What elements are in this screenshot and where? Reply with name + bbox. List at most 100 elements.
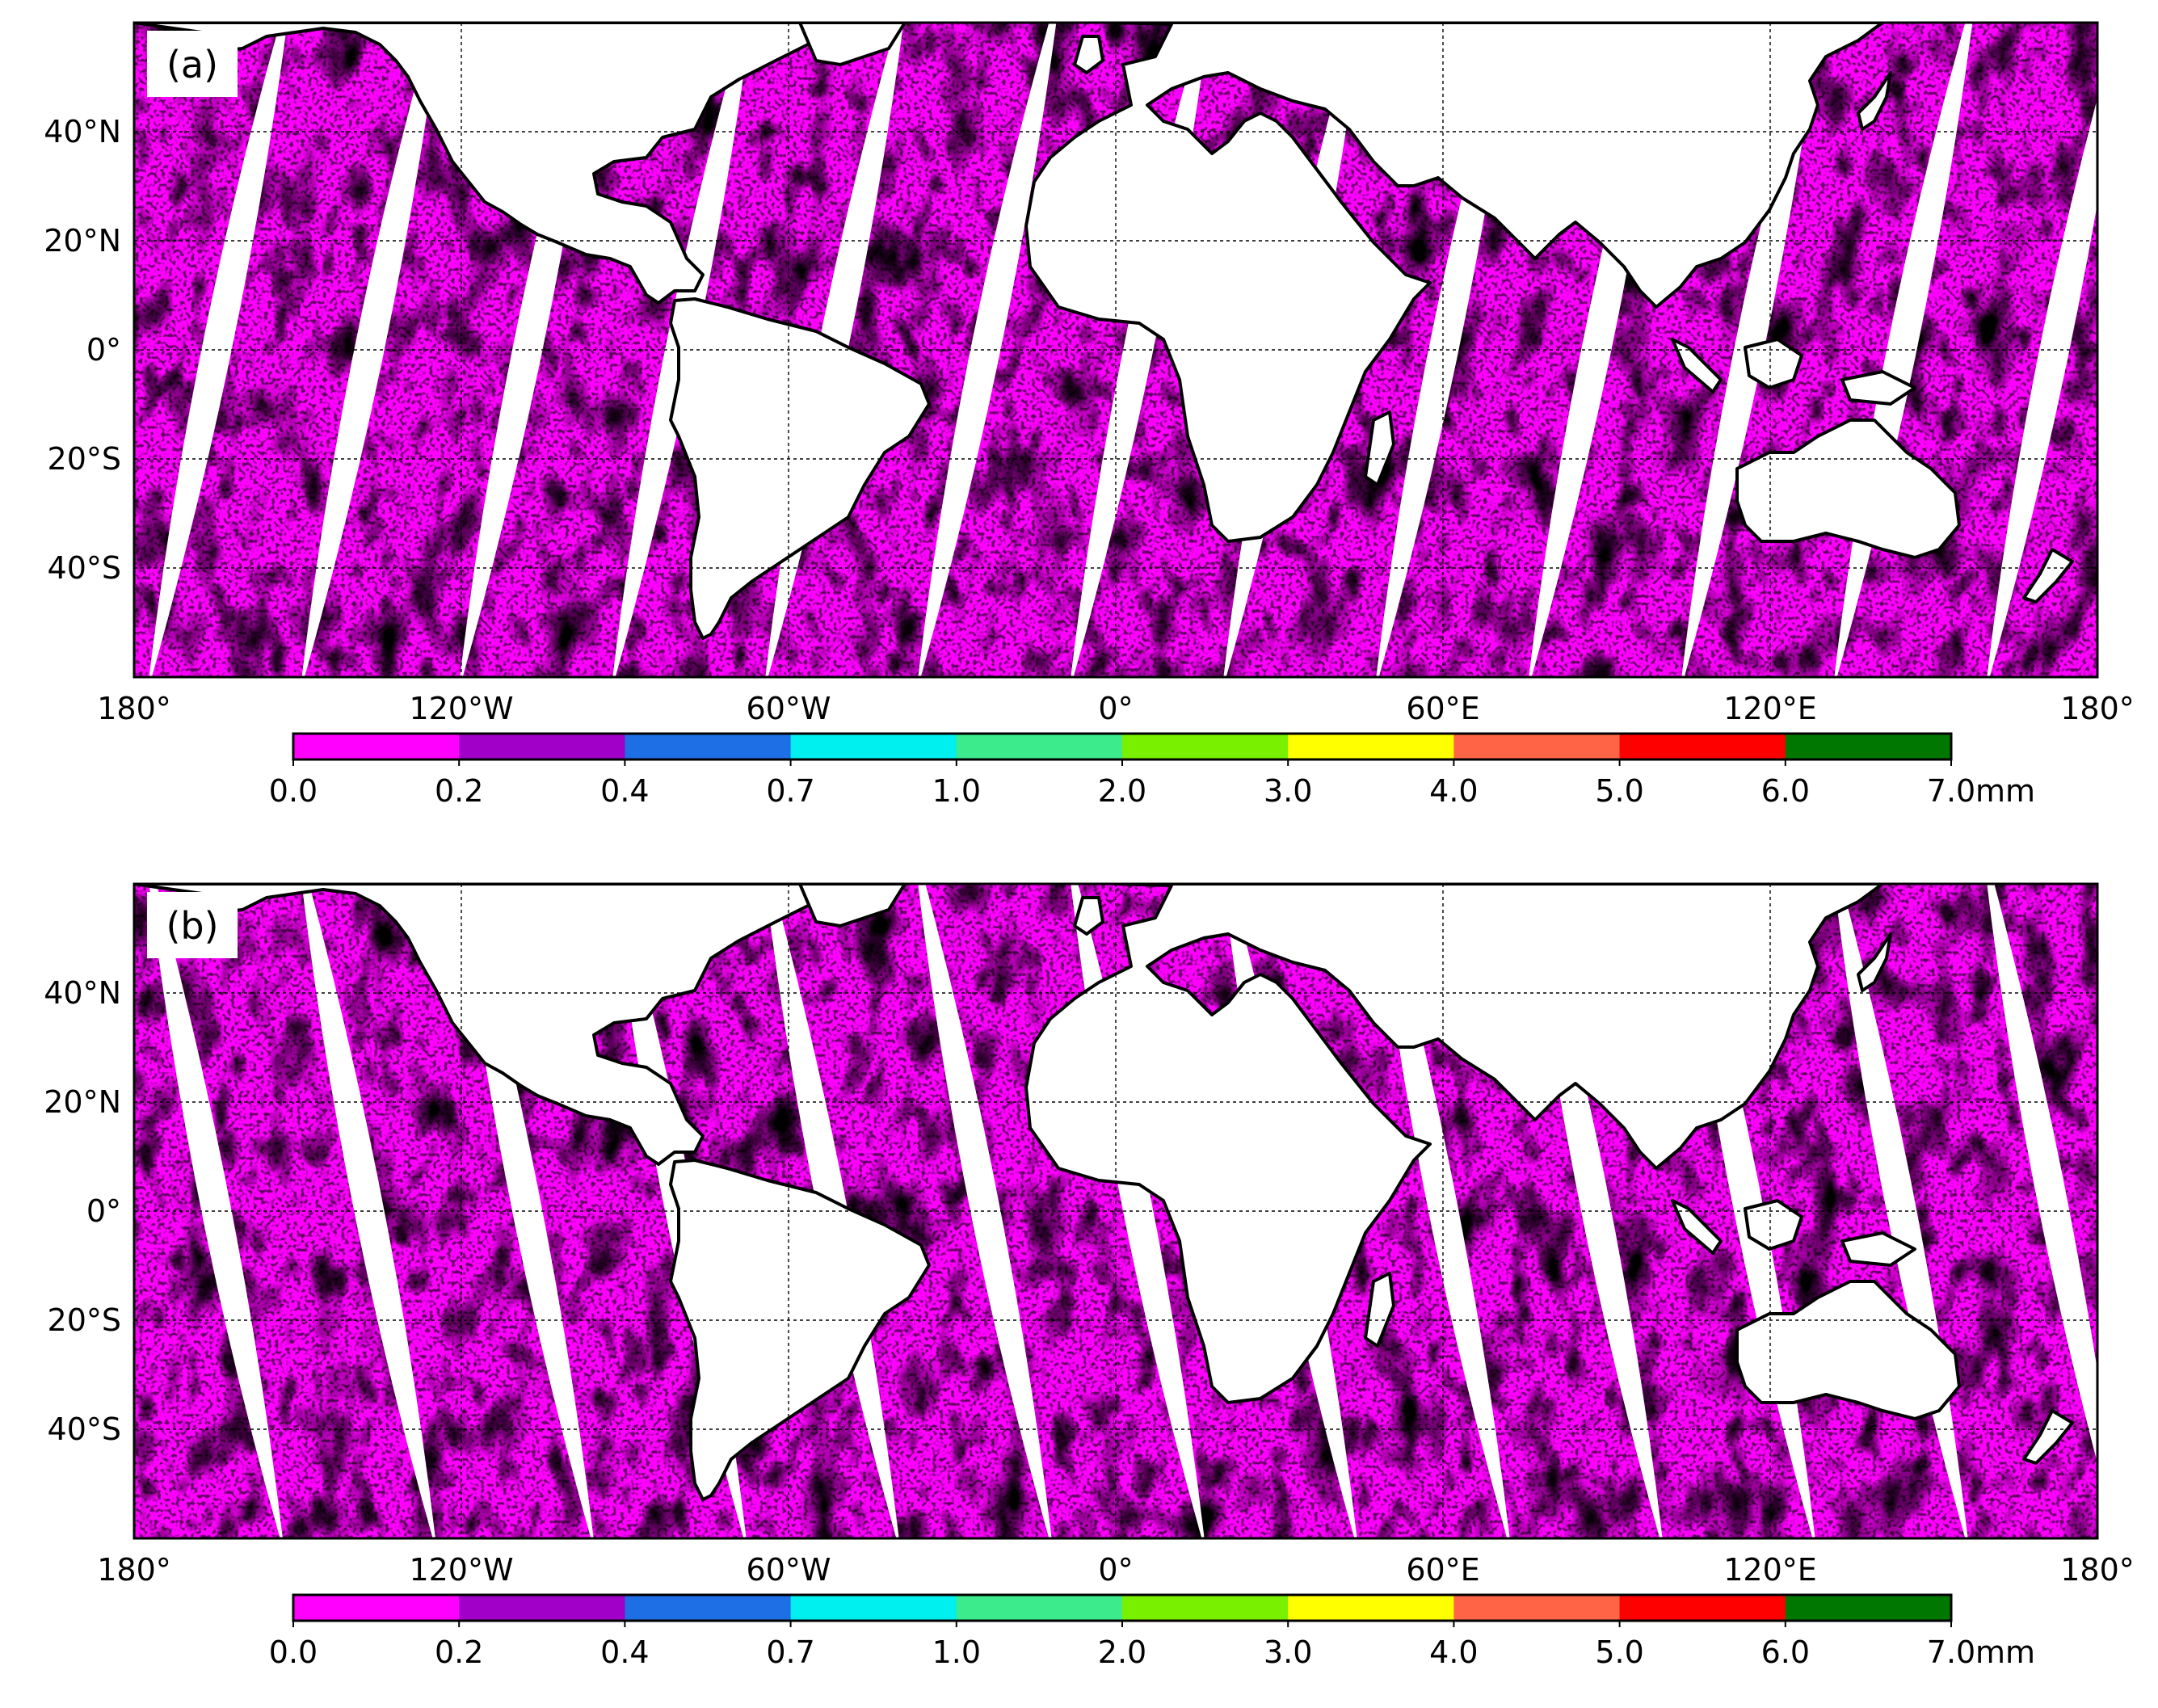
swath-gap: [1987, 98, 2097, 677]
longitude-tick-label: 120°E: [1723, 1552, 1817, 1588]
new-zealand-b: [2022, 1409, 2074, 1465]
longitude-tick-label: 60°W: [747, 1552, 831, 1588]
panel-label-a-text: (a): [166, 43, 218, 86]
latitude-tick-label: 40°S: [48, 550, 121, 586]
map-frame-b: [133, 882, 2099, 1540]
north-america: [134, 23, 818, 305]
latitude-labels-a: 40°N 20°N 0° 20°S 40°S: [44, 114, 121, 586]
colorbar-tick-label: 0.4: [600, 773, 649, 809]
australia-b: [1735, 1280, 1961, 1420]
madagascar: [1364, 410, 1395, 486]
colorbar-segment: [956, 1595, 1123, 1621]
latitude-labels-b: 40°N 20°N 0° 20°S 40°S: [44, 975, 121, 1447]
longitude-tick-label: 180°: [2060, 1552, 2135, 1588]
swath-gap: [149, 884, 283, 1538]
longitude-labels-a: 180° 120°W 60°W 0° 60°E 120°E 180°: [97, 691, 2135, 726]
colorbar-segment: [293, 1595, 460, 1621]
latitude-tick-label: 20°N: [44, 223, 121, 259]
latitude-tick-label: 40°S: [48, 1411, 121, 1447]
swath-gap: [1987, 884, 2097, 1463]
japan: [1857, 71, 1892, 131]
europe-africa-asia: [1024, 23, 1884, 543]
colorbar-tick-label: 4.0: [1429, 1634, 1478, 1670]
colorbar-segment: [459, 734, 625, 759]
longitude-tick-label: 180°: [97, 691, 171, 726]
colorbar-segment: [1785, 734, 1952, 759]
colorbar-tick-label: 6.0: [1761, 773, 1810, 809]
swath-gap: [301, 23, 440, 677]
borneo-b: [1744, 1199, 1803, 1251]
gridlines-a: [134, 23, 2097, 677]
colorbar-segment: [1619, 734, 1786, 759]
longitude-tick-label: 120°E: [1723, 691, 1817, 726]
latitude-tick-label: 40°N: [44, 975, 121, 1011]
colorbar-tick-label: 0.2: [435, 1634, 483, 1670]
latitude-tick-label: 20°S: [48, 441, 121, 477]
latitude-tick-label: 0°: [86, 1193, 121, 1229]
longitude-tick-label: 120°W: [409, 691, 513, 726]
colorbar-segment: [625, 1595, 792, 1621]
continents-b: [134, 884, 2074, 1501]
colorbar-tick-label: 7.0: [1927, 1634, 1975, 1670]
colorbar-tick-label: 5.0: [1595, 1634, 1643, 1670]
britain: [1073, 35, 1104, 74]
map-panel-b: (b) 40°N 20°N 0° 20°S 40°S 180° 120°W 60°W 0° 60…: [44, 882, 2135, 1670]
panel-label-b: (b): [147, 892, 238, 958]
europe-africa-asia-b: [1024, 884, 1884, 1404]
panel-label-b-text: (b): [166, 904, 218, 948]
new-guinea: [1840, 370, 1916, 406]
longitude-tick-label: 0°: [1098, 691, 1133, 726]
longitude-tick-label: 60°E: [1406, 691, 1479, 726]
north-america-b: [134, 884, 818, 1166]
colorbar-tick-label: 0.0: [269, 1634, 318, 1670]
longitude-labels-b: 180° 120°W 60°W 0° 60°E 120°E 180°: [97, 1552, 2135, 1588]
new-zealand: [2022, 548, 2074, 604]
colorbar-unit: mm: [1975, 1634, 2035, 1670]
colorbar-segment: [459, 1595, 625, 1621]
madagascar-b: [1364, 1272, 1395, 1348]
colorbar-segment: [625, 734, 792, 759]
longitude-tick-label: 180°: [2060, 691, 2135, 726]
colorbar-tick-label: 3.0: [1264, 1634, 1312, 1670]
colorbar-tick-label: 1.0: [932, 773, 981, 809]
longitude-tick-label: 180°: [97, 1552, 171, 1588]
colorbar-tick-label: 2.0: [1098, 773, 1146, 809]
longitude-tick-label: 60°W: [747, 691, 831, 726]
colorbar-tick-label: 3.0: [1264, 773, 1312, 809]
latitude-tick-label: 20°S: [48, 1302, 121, 1338]
colorbar-tick-label: 2.0: [1098, 1634, 1146, 1670]
swath-gap: [918, 23, 1057, 677]
colorbar-b: 0.0 0.2 0.4 0.7 1.0 2.0 3.0 4.0 5.0 6.0 7.0 mm: [269, 1593, 2035, 1670]
colorbar-segment: [1288, 734, 1454, 759]
new-guinea-b: [1840, 1231, 1916, 1267]
colorbar-segment: [790, 734, 957, 759]
colorbar-tick-label: 1.0: [932, 1634, 981, 1670]
colorbar-a: 0.0 0.2 0.4 0.7 1.0 2.0 3.0 4.0 5.0 6.0 7.0 mm: [269, 732, 2035, 809]
panel-label-a: (a): [147, 31, 238, 97]
colorbar-tick-label: 0.0: [269, 773, 318, 809]
colorbar-tick-label: 6.0: [1761, 1634, 1810, 1670]
colorbar-segment: [1453, 1595, 1621, 1621]
japan-b: [1857, 932, 1892, 992]
colorbar-segment: [1453, 734, 1621, 759]
colorbar-tick-label: 7.0: [1927, 773, 1975, 809]
latitude-tick-label: 40°N: [44, 114, 121, 149]
colorbar-tick-label: 5.0: [1595, 773, 1643, 809]
longitude-tick-label: 60°E: [1406, 1552, 1479, 1588]
greenland-b: [798, 884, 907, 928]
colorbar-segment: [790, 1595, 957, 1621]
colorbar-segment: [1288, 1595, 1454, 1621]
latitude-tick-label: 20°N: [44, 1084, 121, 1120]
britain-b: [1073, 896, 1104, 936]
map-panel-a: (a) 40°N 20°N 0° 20°S 40°S 180° 120°W 60°W 0° 60…: [44, 21, 2135, 809]
colorbar-tick-label: 0.4: [600, 1634, 649, 1670]
longitude-tick-label: 0°: [1098, 1552, 1133, 1588]
colorbar-segment: [1785, 1595, 1952, 1621]
borneo: [1744, 338, 1803, 389]
data-gaps-a: [149, 23, 2097, 677]
map-frame-a: [133, 21, 2099, 679]
colorbar-segment: [1122, 734, 1289, 759]
colorbar-segment: [1122, 1595, 1289, 1621]
sumatra: [1671, 338, 1723, 393]
